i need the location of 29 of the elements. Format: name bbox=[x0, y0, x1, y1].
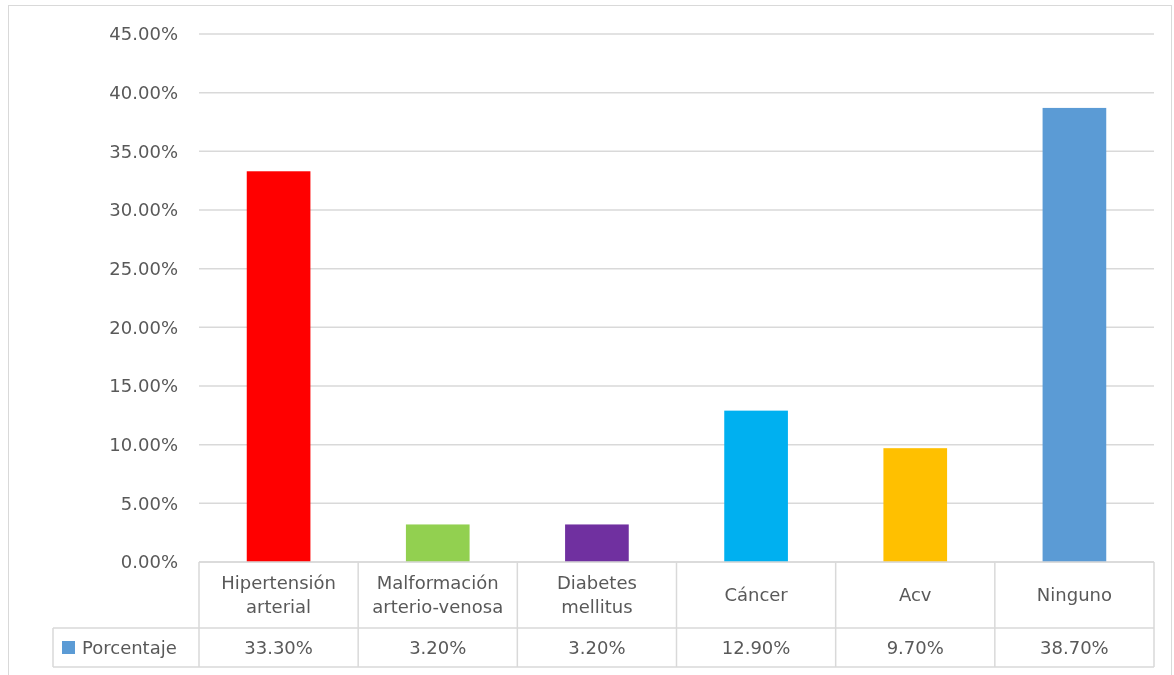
data-label: 12.90% bbox=[721, 636, 791, 658]
y-tick-label: 10.00% bbox=[109, 433, 178, 455]
y-tick-label: 40.00% bbox=[109, 81, 178, 103]
bar bbox=[405, 524, 470, 562]
x-tick-label: Ninguno bbox=[1036, 584, 1112, 606]
y-tick-label: 35.00% bbox=[109, 140, 178, 162]
data-label: 38.70% bbox=[1040, 636, 1109, 658]
x-tick-label: Hipertensión arterial bbox=[221, 572, 336, 618]
bar bbox=[883, 448, 948, 562]
y-tick-label: 30.00% bbox=[109, 199, 178, 221]
y-tick-label: 15.00% bbox=[109, 375, 178, 397]
legend-label: Porcentaje bbox=[82, 636, 177, 658]
y-tick-label: 5.00% bbox=[120, 492, 178, 514]
x-tick-label: Cáncer bbox=[724, 584, 789, 606]
x-tick-label: Diabetes mellitus bbox=[556, 572, 637, 618]
bar bbox=[1042, 107, 1107, 562]
bar bbox=[565, 524, 629, 562]
y-tick-label: 25.00% bbox=[109, 257, 178, 279]
y-tick-label: 20.00% bbox=[109, 316, 178, 338]
x-tick-label: Malformación arterio-venosa bbox=[372, 572, 504, 618]
x-tick-label: Acv bbox=[898, 584, 932, 606]
y-tick-label: 0.00% bbox=[120, 551, 178, 573]
data-label: 9.70% bbox=[886, 636, 944, 658]
bar bbox=[724, 410, 788, 562]
data-label: 3.20% bbox=[568, 636, 626, 658]
data-label: 33.30% bbox=[244, 636, 313, 658]
bar bbox=[246, 171, 311, 562]
data-label: 3.20% bbox=[409, 636, 467, 658]
y-tick-label: 45.00% bbox=[109, 23, 178, 45]
